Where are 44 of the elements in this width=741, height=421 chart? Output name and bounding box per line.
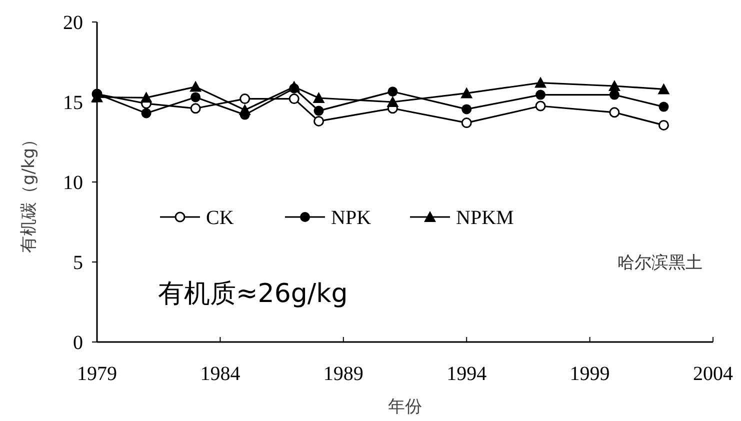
point — [386, 96, 399, 107]
point — [141, 108, 152, 118]
point — [609, 107, 620, 118]
point — [658, 83, 670, 94]
point — [140, 92, 152, 103]
point — [314, 116, 324, 126]
point — [658, 102, 669, 112]
x-axis-title: 年份 — [388, 397, 422, 417]
legend-label: NPK — [331, 207, 372, 229]
x-tick-label: 1984 — [200, 363, 240, 385]
annotation: 哈尔滨黑土 — [618, 253, 702, 273]
point — [288, 80, 300, 92]
point — [190, 80, 202, 92]
point — [388, 86, 398, 97]
point — [462, 104, 472, 114]
x-tick-label: 1989 — [323, 363, 364, 385]
point — [190, 92, 201, 102]
point — [312, 92, 325, 103]
legend-label: NPKM — [456, 207, 514, 229]
point — [534, 76, 547, 88]
point — [240, 94, 250, 104]
point — [535, 100, 546, 112]
x-tick-label: 1994 — [446, 363, 487, 385]
point — [536, 90, 546, 100]
y-tick-label: 5 — [73, 252, 83, 274]
point — [288, 94, 300, 104]
y-axis-title: 有机碳（g/kg） — [19, 130, 39, 254]
x-tick-label: 2004 — [693, 363, 733, 385]
point — [238, 104, 251, 115]
point — [461, 118, 472, 128]
annotation: 有机质≈26g/kg — [158, 279, 348, 309]
point — [460, 87, 473, 98]
y-tick-label: 10 — [63, 172, 83, 194]
y-tick-label: 20 — [63, 12, 83, 34]
y-tick-label: 0 — [73, 332, 83, 354]
legend-label: CK — [206, 207, 234, 229]
point — [190, 103, 201, 114]
y-tick-label: 15 — [63, 92, 83, 114]
point — [658, 120, 669, 130]
x-tick-label: 1979 — [77, 363, 117, 385]
point — [314, 106, 324, 116]
x-tick-label: 1999 — [570, 363, 610, 385]
point — [609, 90, 620, 100]
point — [608, 80, 620, 91]
